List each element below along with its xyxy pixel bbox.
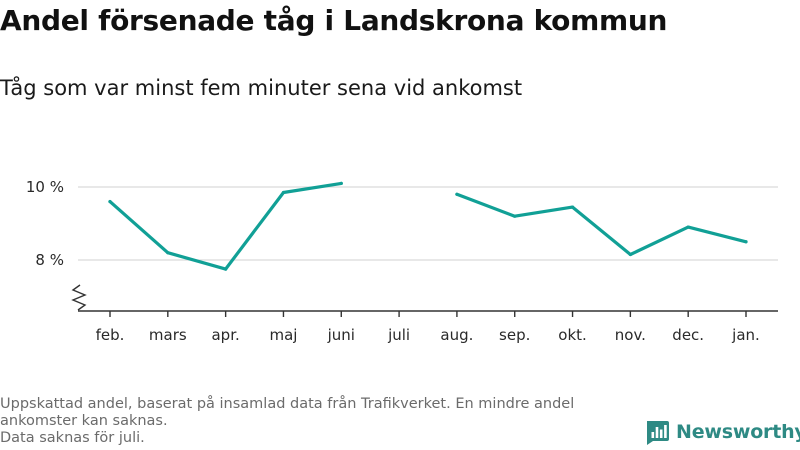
- x-tick-label: okt.: [558, 326, 587, 344]
- data-point: [281, 190, 286, 195]
- chart-subtitle: Tåg som var minst fem minuter sena vid a…: [0, 76, 523, 100]
- x-tick-label: apr.: [211, 326, 239, 344]
- data-point: [108, 200, 112, 204]
- series-line-segment: [455, 192, 748, 257]
- data-point: [513, 214, 517, 218]
- data-point: [744, 240, 748, 244]
- x-tick-label: sep.: [499, 326, 530, 344]
- line-chart: 8 % 10 % feb. mars apr. maj juni juli aug. sep. o…: [26, 178, 778, 344]
- y-axis-ticks: 8 % 10 %: [26, 178, 64, 269]
- x-tick-label: dec.: [672, 326, 704, 344]
- footnote-line-missing: Data saknas för juli.: [0, 430, 145, 446]
- footnote-line-source: Uppskattad andel, baserat på insamlad da…: [0, 396, 575, 429]
- chart-title: Andel försenade tåg i Landskrona kommun: [0, 4, 668, 37]
- gridlines: [78, 186, 778, 261]
- data-point: [224, 267, 228, 271]
- data-point: [686, 225, 690, 229]
- brand-logo[interactable]: Newsworthy: [644, 419, 800, 445]
- x-tick-label: jan.: [731, 326, 760, 344]
- footnote: Uppskattad andel, baserat på insamlad da…: [0, 396, 630, 447]
- x-tick-label: nov.: [615, 326, 646, 344]
- data-point: [455, 192, 459, 196]
- x-tick-label: mars: [149, 326, 187, 344]
- x-tick-label: maj: [269, 326, 297, 344]
- x-tick-label: juli: [387, 326, 410, 344]
- x-tick-label: feb.: [96, 326, 125, 344]
- data-point: [570, 205, 575, 209]
- newsworthy-logo-icon: [647, 421, 669, 445]
- x-axis: [71, 284, 778, 312]
- data-point: [628, 252, 632, 257]
- data-point: [339, 181, 343, 185]
- data-lines: [108, 181, 748, 271]
- y-tick-label: 10 %: [26, 178, 64, 196]
- axis-break-icon: [71, 284, 87, 311]
- brand-name: Newsworthy: [676, 421, 800, 443]
- y-tick-label: 8 %: [35, 251, 64, 269]
- x-axis-ticks: feb. mars apr. maj juni juli aug. sep. okt. nov. d…: [96, 311, 760, 344]
- series-line-segment: [108, 181, 343, 271]
- data-point: [166, 251, 170, 255]
- x-tick-label: aug.: [440, 326, 473, 344]
- x-tick-label: juni: [327, 326, 355, 344]
